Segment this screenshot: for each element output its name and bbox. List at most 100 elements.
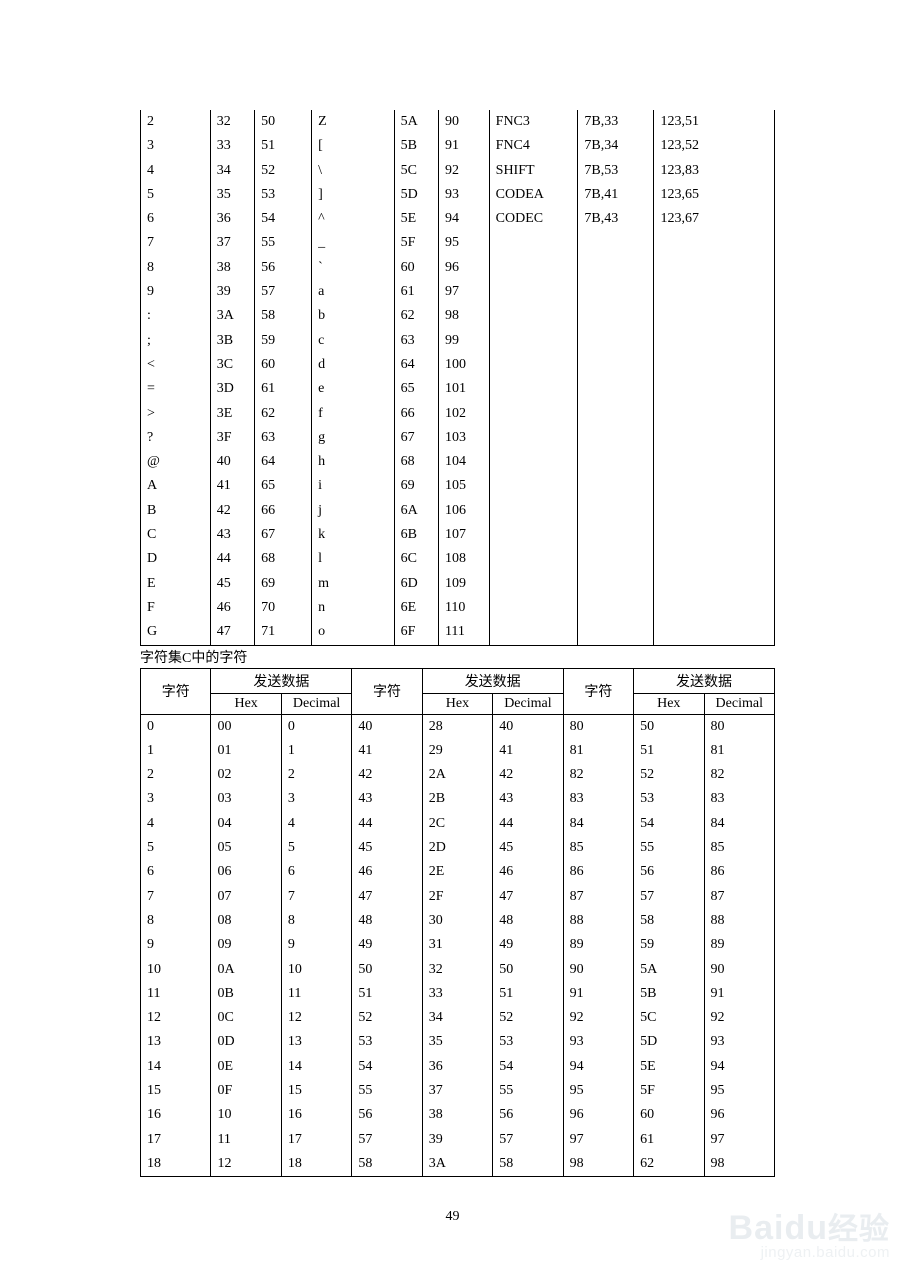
table-cell bbox=[654, 353, 775, 377]
table-cell: ] bbox=[312, 183, 394, 207]
table-cell: 6D bbox=[394, 572, 438, 596]
table-cell: 1 bbox=[281, 739, 351, 763]
table-cell: 62 bbox=[394, 304, 438, 328]
table-cell: 80 bbox=[563, 714, 633, 739]
table-cell bbox=[578, 329, 654, 353]
table-cell: 2F bbox=[422, 885, 492, 909]
table-cell: 98 bbox=[563, 1152, 633, 1177]
table-cell: 6 bbox=[141, 860, 211, 884]
table-cell: 52 bbox=[255, 159, 312, 183]
table-cell: 33 bbox=[210, 134, 254, 158]
table-cell: 95 bbox=[563, 1079, 633, 1103]
table-cell: 55 bbox=[255, 231, 312, 255]
table-cell: 60 bbox=[634, 1103, 704, 1127]
table-cell bbox=[578, 572, 654, 596]
table-cell: ^ bbox=[312, 207, 394, 231]
table-cell: 6 bbox=[281, 860, 351, 884]
table-cell: 18 bbox=[141, 1152, 211, 1177]
table-cell: 92 bbox=[704, 1006, 775, 1030]
table-cell: 0B bbox=[211, 982, 281, 1006]
table-cell: 123,67 bbox=[654, 207, 775, 231]
table-cell: 4 bbox=[141, 812, 211, 836]
table-cell: 47 bbox=[493, 885, 563, 909]
table-cell: 86 bbox=[563, 860, 633, 884]
table-cell: 56 bbox=[255, 256, 312, 280]
table-cell: 51 bbox=[352, 982, 422, 1006]
table-cell bbox=[578, 499, 654, 523]
table-cell: 93 bbox=[563, 1030, 633, 1054]
table-cell: 38 bbox=[210, 256, 254, 280]
table-cell: 5 bbox=[281, 836, 351, 860]
table-cell: 10 bbox=[211, 1103, 281, 1127]
table-cell: 7B,34 bbox=[578, 134, 654, 158]
table-cell: 8 bbox=[141, 256, 211, 280]
table-cell bbox=[578, 353, 654, 377]
table-cell: 13 bbox=[281, 1030, 351, 1054]
table-cell: 55 bbox=[493, 1079, 563, 1103]
table-cell bbox=[654, 426, 775, 450]
table-cell: A bbox=[141, 474, 211, 498]
table-cell: 97 bbox=[704, 1128, 775, 1152]
table-cell: 3 bbox=[141, 787, 211, 811]
table-cell: 61 bbox=[394, 280, 438, 304]
table-cell: 50 bbox=[255, 110, 312, 134]
table-cell bbox=[489, 231, 578, 255]
table-cell: 62 bbox=[634, 1152, 704, 1177]
table-cell: _ bbox=[312, 231, 394, 255]
table-cell: 51 bbox=[255, 134, 312, 158]
table-cell: 3F bbox=[210, 426, 254, 450]
table-cell: > bbox=[141, 402, 211, 426]
table-cell: 54 bbox=[255, 207, 312, 231]
header-send: 发送数据 bbox=[422, 668, 563, 693]
watermark-brand-cn: 经验 bbox=[828, 1213, 890, 1246]
table-cell: 58 bbox=[634, 909, 704, 933]
table-cell: 2 bbox=[141, 763, 211, 787]
table-cell: 53 bbox=[634, 787, 704, 811]
table-cell: o bbox=[312, 620, 394, 645]
table-cell: CODEC bbox=[489, 207, 578, 231]
table-cell: \ bbox=[312, 159, 394, 183]
table-cell: 0F bbox=[211, 1079, 281, 1103]
table-cell: 5D bbox=[394, 183, 438, 207]
table-cell: 12 bbox=[211, 1152, 281, 1177]
table-cell bbox=[489, 450, 578, 474]
table-cell: 30 bbox=[422, 909, 492, 933]
table-cell: 47 bbox=[210, 620, 254, 645]
table-cell: 9 bbox=[141, 280, 211, 304]
table-cell: c bbox=[312, 329, 394, 353]
table-cell: 51 bbox=[634, 739, 704, 763]
header-send: 发送数据 bbox=[211, 668, 352, 693]
table-cell: 10 bbox=[141, 958, 211, 982]
table-cell: 96 bbox=[704, 1103, 775, 1127]
table-cell: 0C bbox=[211, 1006, 281, 1030]
table-cell: 45 bbox=[210, 572, 254, 596]
table-cell: 2C bbox=[422, 812, 492, 836]
table-cell bbox=[578, 256, 654, 280]
table-cell bbox=[578, 547, 654, 571]
table-cell bbox=[654, 499, 775, 523]
table-cell: 16 bbox=[141, 1103, 211, 1127]
table-cell: 5A bbox=[394, 110, 438, 134]
table-cell: k bbox=[312, 523, 394, 547]
table-cell: 106 bbox=[438, 499, 489, 523]
table-cell bbox=[578, 620, 654, 645]
table-cell: 0D bbox=[211, 1030, 281, 1054]
table-cell: 07 bbox=[211, 885, 281, 909]
table-cell: 42 bbox=[210, 499, 254, 523]
table-cell: 41 bbox=[493, 739, 563, 763]
table-cell: 05 bbox=[211, 836, 281, 860]
table-cell bbox=[654, 280, 775, 304]
table-cell: 3 bbox=[281, 787, 351, 811]
table-cell: 97 bbox=[563, 1128, 633, 1152]
table-cell: 84 bbox=[704, 812, 775, 836]
table-cell: 49 bbox=[352, 933, 422, 957]
table-cell: 2B bbox=[422, 787, 492, 811]
table-cell bbox=[489, 499, 578, 523]
table-cell bbox=[654, 231, 775, 255]
table-cell bbox=[578, 402, 654, 426]
table-cell: 65 bbox=[394, 377, 438, 401]
table-cell: 55 bbox=[634, 836, 704, 860]
table-cell: 08 bbox=[211, 909, 281, 933]
table-cell: 7 bbox=[141, 885, 211, 909]
table-cell: 57 bbox=[634, 885, 704, 909]
